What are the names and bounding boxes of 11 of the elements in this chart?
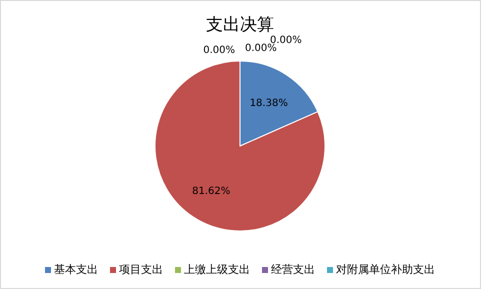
- chart-title: 支出决算: [206, 15, 274, 35]
- legend-label: 上缴上级支出: [184, 263, 250, 276]
- data-label: 81.62%: [192, 186, 230, 198]
- legend-label: 项目支出: [119, 263, 163, 276]
- legend-label: 经营支出: [271, 263, 315, 276]
- text: 0.00%: [245, 43, 277, 54]
- text: 0.00%: [203, 45, 235, 56]
- pie-slice: [154, 60, 326, 232]
- data-label: 18.38%: [250, 98, 288, 109]
- legend-label: 对附属单位补助支出: [336, 263, 435, 276]
- legend-label: 基本支出: [54, 263, 98, 276]
